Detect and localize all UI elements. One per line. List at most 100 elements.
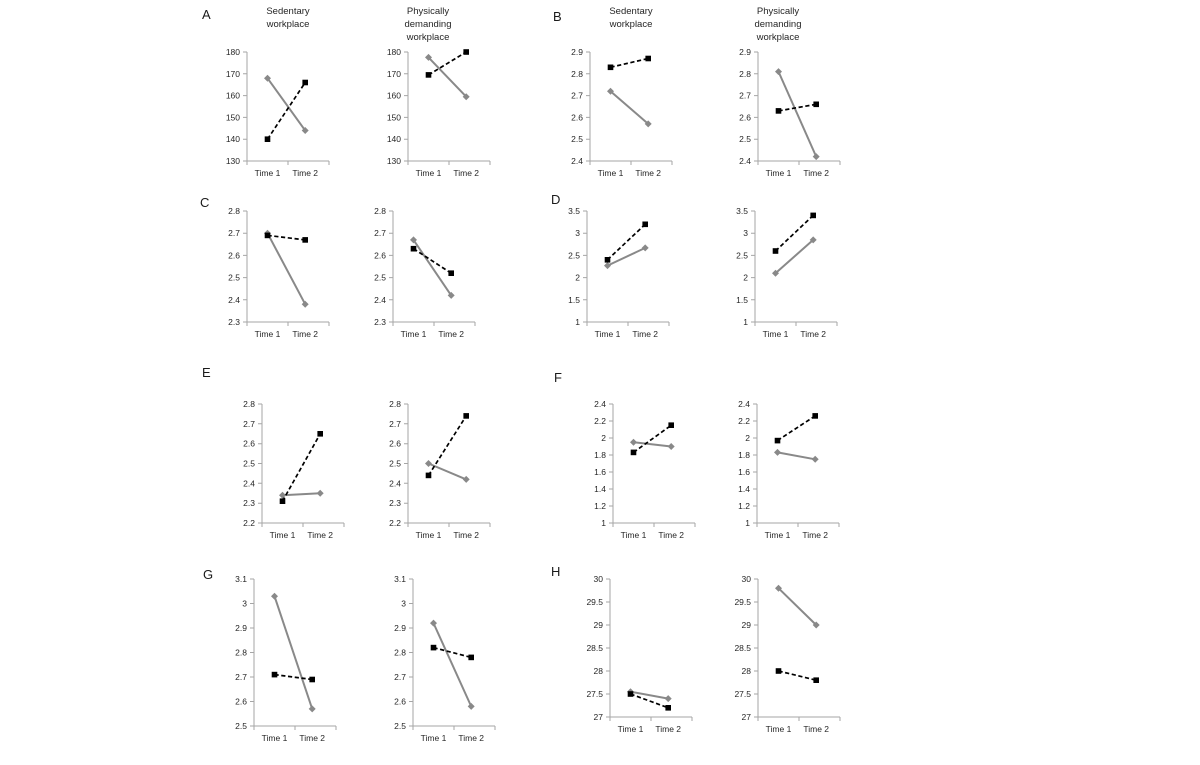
y-tick-label: 2.5 [736, 250, 748, 260]
x-tick-label: Time 2 [658, 530, 684, 540]
axes [751, 210, 838, 326]
y-tick-label: 2.5 [394, 721, 406, 731]
diamond-marker [447, 291, 455, 299]
y-tick-label: 2.5 [243, 459, 255, 469]
y-tick-label: 2.5 [389, 459, 401, 469]
y-tick-label: 29 [742, 620, 752, 630]
dashed-series-line [274, 673, 313, 681]
y-tick-label: 2.6 [571, 112, 583, 122]
y-tick-label: 2.2 [389, 518, 401, 528]
solid-series-line [633, 441, 672, 448]
y-tick-label: 2 [575, 273, 580, 283]
y-tick-label: 2.7 [228, 228, 240, 238]
y-tick-label: 150 [226, 112, 240, 122]
y-tick-label: 2.4 [228, 295, 240, 305]
y-tick-label: 140 [226, 134, 240, 144]
y-tick-label: 2.3 [243, 498, 255, 508]
axes [243, 51, 330, 165]
diamond-marker [775, 584, 782, 592]
solid-series-line [412, 239, 453, 296]
y-tick-label: 2.5 [228, 273, 240, 283]
solid-series-line [428, 462, 467, 481]
square-marker [430, 644, 437, 651]
square-marker [812, 413, 818, 419]
solid-series-line [777, 71, 818, 158]
y-tick-label: 180 [226, 47, 240, 57]
square-marker [668, 422, 674, 428]
y-tick-label: 2.8 [243, 399, 255, 409]
diamond-marker [809, 236, 817, 244]
dashed-series-line [610, 57, 649, 69]
y-tick-label: 2.7 [394, 672, 406, 682]
x-tick-label: Time 1 [763, 329, 789, 339]
panel-label: C [200, 195, 210, 210]
y-tick-label: 28.5 [586, 643, 603, 653]
y-tick-label: 140 [387, 134, 401, 144]
panel-label: F [554, 370, 562, 385]
x-tick-label: Time 2 [800, 329, 826, 339]
diamond-marker [425, 460, 432, 467]
y-tick-label: 27.5 [586, 689, 603, 699]
y-tick-label: 2.5 [571, 134, 583, 144]
axes [753, 403, 840, 527]
square-marker [264, 232, 271, 239]
diamond-marker [279, 491, 286, 499]
y-tick-label: 170 [226, 69, 240, 79]
y-tick-label: 2.4 [374, 295, 386, 305]
solid-series-line [266, 232, 307, 305]
panel-label: A [202, 7, 211, 22]
axes [250, 578, 337, 730]
y-tick-label: 1.6 [594, 467, 606, 477]
mini-chart: 2.9 2.8 2.7 2.6 2.5 2.4 Time 1 Time 2 [739, 47, 841, 178]
y-tick-label: 1.4 [738, 484, 750, 494]
y-tick-label: 2.9 [739, 47, 751, 57]
x-tick-label: Time 2 [292, 329, 318, 339]
diamond-marker [271, 592, 278, 600]
square-marker [271, 671, 278, 678]
dashed-series-line [427, 415, 467, 476]
dashed-series-line [774, 214, 814, 252]
axes [243, 210, 330, 326]
y-tick-label: 2.6 [394, 697, 406, 707]
y-tick-label: 160 [387, 91, 401, 101]
dashed-series-line [267, 234, 306, 241]
mini-chart: 2.4 2.2 2 1.8 1.6 1.4 1.2 1 Time 1 Time 2 [738, 399, 840, 540]
diamond-marker [812, 153, 820, 161]
y-tick-label: 29.5 [586, 597, 603, 607]
square-marker [645, 55, 651, 62]
panel-label: E [202, 365, 211, 380]
x-tick-label: Time 2 [803, 724, 829, 734]
y-tick-label: 2.6 [389, 439, 401, 449]
x-tick-label: Time 2 [307, 530, 333, 540]
diamond-marker [644, 120, 652, 128]
x-tick-label: Time 1 [765, 530, 791, 540]
solid-series-line [777, 451, 816, 461]
diamond-marker [425, 53, 432, 61]
y-tick-label: 2.2 [594, 416, 606, 426]
solid-series-line [607, 246, 646, 267]
y-tick-label: 3.5 [568, 206, 580, 216]
diamond-marker [641, 244, 649, 252]
solid-series-line [273, 595, 314, 710]
diamond-marker [462, 93, 470, 101]
mini-chart: 3.5 3 2.5 2 1.5 1 Time 1 Time 2 [736, 206, 838, 339]
x-tick-label: Time 2 [803, 168, 829, 178]
y-tick-label: 3 [575, 228, 580, 238]
x-tick-label: Time 2 [292, 168, 318, 178]
square-marker [463, 49, 469, 55]
square-marker [813, 101, 819, 108]
square-marker [775, 108, 782, 114]
y-tick-label: 3 [242, 599, 247, 609]
axes [606, 578, 693, 721]
solid-series-line [427, 56, 467, 98]
diamond-marker [772, 269, 779, 277]
y-tick-label: 1.4 [594, 484, 606, 494]
diamond-marker [774, 448, 781, 456]
y-tick-label: 2.8 [228, 206, 240, 216]
y-tick-label: 27 [742, 712, 752, 722]
y-tick-label: 1.2 [738, 501, 750, 511]
dashed-series-line [778, 103, 817, 112]
solid-series-line [609, 90, 649, 125]
y-tick-label: 2.9 [235, 623, 247, 633]
